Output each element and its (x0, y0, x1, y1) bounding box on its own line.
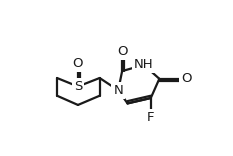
Text: F: F (147, 111, 154, 124)
Text: O: O (117, 45, 127, 58)
Text: O: O (73, 57, 83, 70)
Text: O: O (181, 72, 192, 85)
Text: NH: NH (134, 58, 154, 71)
Text: N: N (113, 84, 123, 97)
Text: S: S (74, 80, 82, 93)
